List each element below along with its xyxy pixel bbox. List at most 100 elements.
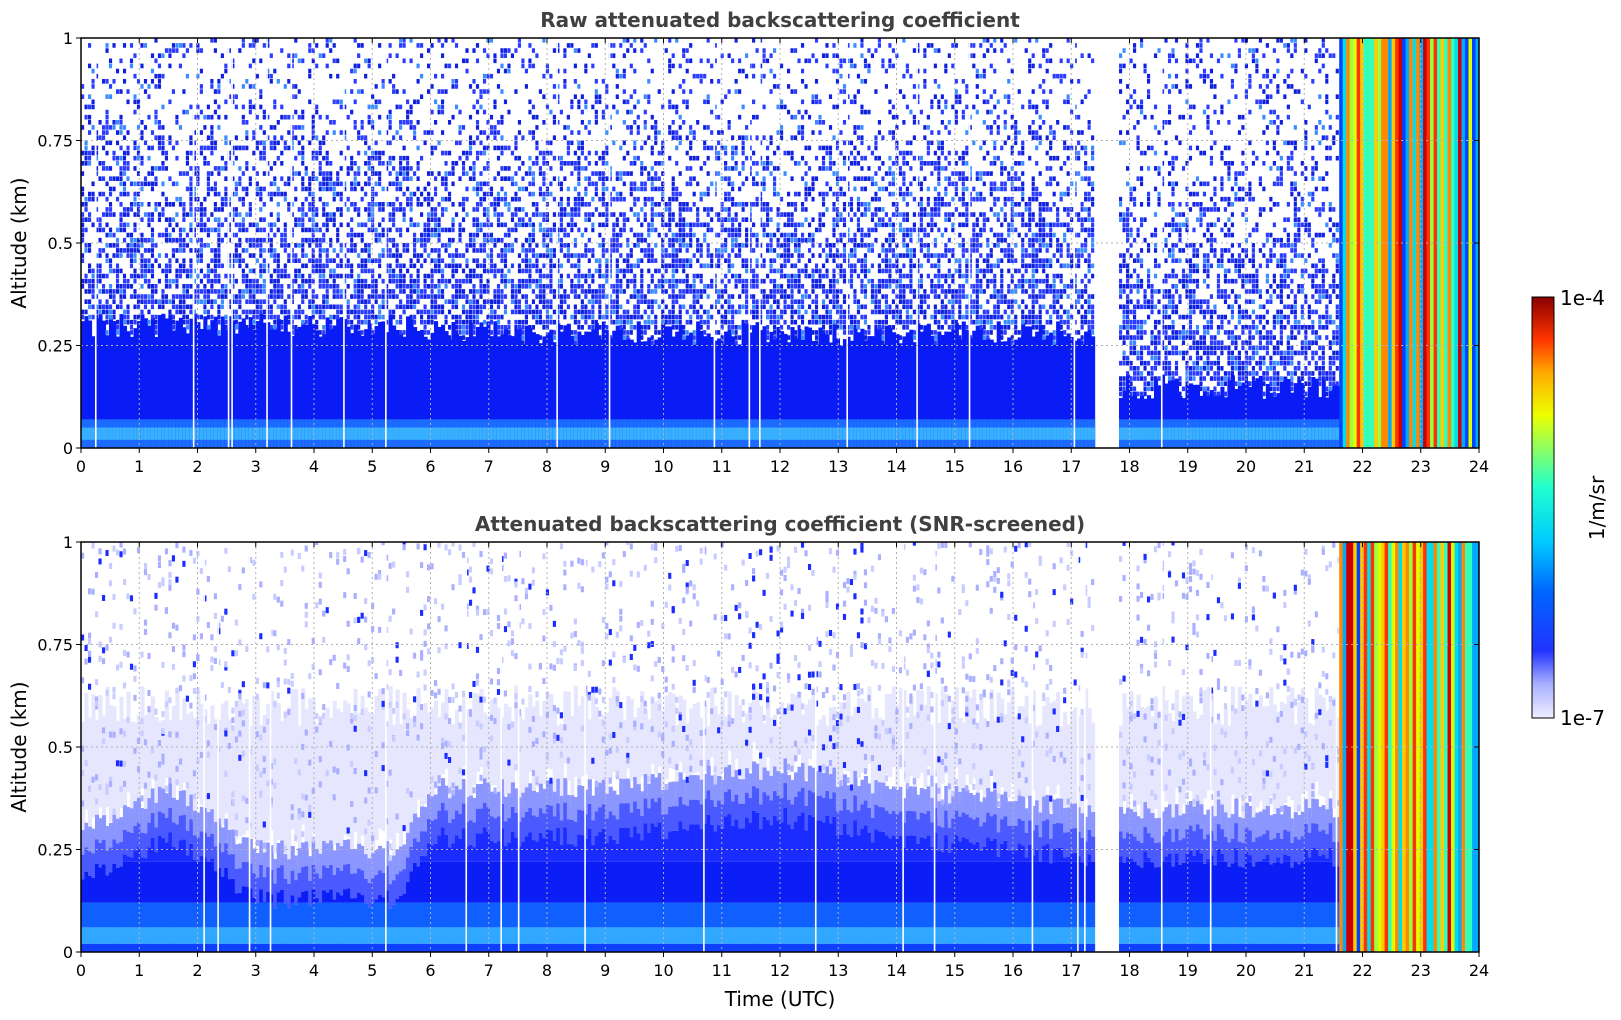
heat-cell — [486, 161, 490, 166]
heat-cell — [741, 68, 745, 74]
heat-cell — [329, 212, 333, 217]
heat-cell — [241, 38, 245, 43]
heat-cell — [458, 237, 462, 243]
heat-cell — [566, 43, 570, 48]
heat-cell — [741, 427, 746, 440]
heat-cell — [248, 243, 252, 248]
heat-cell — [451, 237, 455, 243]
heat-cell — [486, 38, 490, 43]
heat-cell — [381, 227, 385, 233]
heat-cell — [364, 284, 368, 289]
heat-cell — [717, 253, 721, 258]
heat-cell — [580, 334, 585, 448]
heat-cell — [206, 268, 210, 274]
heat-cell — [755, 48, 759, 53]
heat-cell — [234, 299, 238, 304]
heat-cell — [482, 237, 487, 243]
heat-cell — [189, 304, 193, 310]
heat-cell — [84, 145, 88, 151]
heat-cell — [745, 237, 749, 243]
heat-cell — [185, 325, 189, 330]
heat-cell — [413, 278, 417, 284]
heat-cell — [549, 278, 553, 284]
heat-cell — [629, 253, 633, 258]
heat-cell — [322, 309, 326, 315]
heat-cell — [423, 284, 427, 289]
heat-cell — [703, 140, 707, 146]
heat-cell — [689, 130, 693, 135]
heat-cell — [566, 222, 570, 228]
heat-cell — [521, 258, 525, 263]
heat-cell — [315, 304, 319, 310]
heat-cell — [685, 309, 689, 315]
heat-cell — [465, 258, 469, 263]
heat-cell — [507, 63, 511, 69]
heat-cell — [573, 314, 577, 320]
heat-cell — [294, 278, 298, 284]
heat-cell — [440, 243, 445, 248]
heat-cell — [745, 319, 749, 325]
heat-cell — [640, 325, 644, 330]
heat-cell — [101, 161, 106, 166]
heat-cell — [629, 339, 634, 448]
heat-cell — [81, 191, 85, 197]
heat-cell — [360, 294, 364, 299]
heat-cell — [689, 319, 693, 325]
heat-cell — [591, 253, 595, 258]
heat-cell — [420, 202, 424, 207]
heat-cell — [573, 309, 577, 315]
heat-cell — [318, 150, 322, 156]
heat-cell — [87, 299, 92, 304]
heat-cell — [280, 294, 284, 299]
heat-cell — [493, 321, 498, 448]
heat-cell — [206, 181, 210, 187]
heat-cell — [311, 207, 315, 212]
heat-cell — [678, 309, 682, 315]
heat-cell — [510, 309, 515, 315]
heat-cell — [210, 314, 214, 320]
heat-cell — [566, 273, 570, 279]
heat-cell — [615, 314, 619, 320]
heat-cell — [304, 237, 308, 243]
heat-cell — [440, 73, 445, 79]
heat-cell — [710, 284, 714, 289]
heat-cell — [360, 258, 364, 263]
heat-cell — [273, 68, 277, 74]
panel-raw-ylabel: Altitude (km) — [7, 177, 31, 308]
heat-cell — [308, 304, 312, 310]
heat-cell — [717, 289, 721, 294]
heat-cell — [734, 325, 738, 330]
heat-cell — [745, 176, 749, 181]
heat-cell — [360, 330, 364, 335]
heat-cell — [650, 207, 654, 212]
heat-cell — [178, 273, 183, 279]
heat-cell — [395, 294, 399, 299]
heat-cell — [217, 243, 221, 248]
heat-cell — [101, 304, 106, 310]
heat-cell — [538, 222, 542, 228]
heat-cell — [234, 191, 238, 197]
heat-cell — [329, 325, 333, 330]
heat-cell — [654, 140, 658, 146]
heat-cell — [475, 289, 480, 294]
heat-cell — [437, 253, 441, 258]
heat-cell — [161, 299, 165, 304]
heat-cell — [115, 289, 120, 294]
heat-cell — [650, 176, 654, 181]
heat-cell — [570, 330, 574, 335]
heat-cell — [731, 135, 735, 140]
heat-cell — [692, 304, 696, 310]
heat-cell — [252, 329, 257, 448]
heat-cell — [437, 427, 442, 440]
heat-cell — [647, 99, 651, 105]
heat-cell — [521, 335, 525, 340]
heat-cell — [259, 273, 263, 279]
heat-cell — [388, 248, 392, 253]
heat-cell — [297, 427, 302, 440]
heat-cell — [510, 248, 515, 253]
heat-cell — [622, 212, 626, 217]
heat-cell — [745, 53, 749, 58]
heat-cell — [294, 314, 298, 320]
heat-cell — [119, 191, 123, 197]
heat-cell — [440, 196, 445, 202]
